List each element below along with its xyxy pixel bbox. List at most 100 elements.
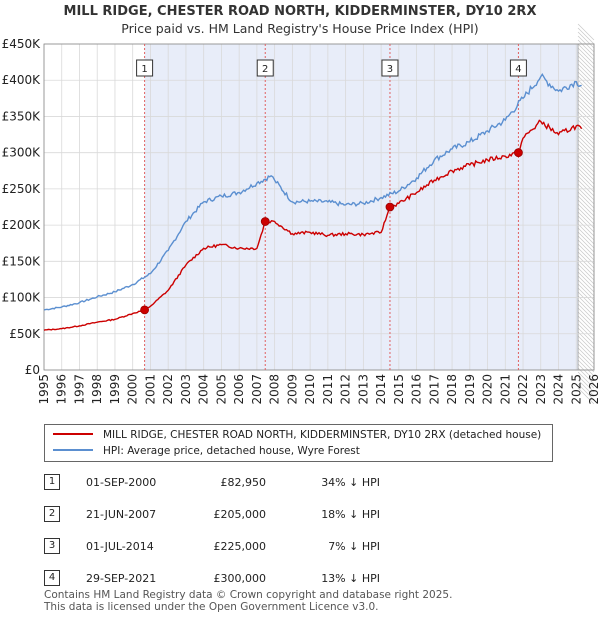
x-tick-label: 2020: [481, 374, 495, 405]
forecast-hatch-line: [577, 351, 595, 369]
legend-swatch-red: [53, 433, 93, 435]
forecast-hatch-line: [577, 327, 595, 345]
x-tick-label: 2013: [356, 374, 370, 405]
x-tick-label: 2002: [161, 374, 175, 405]
forecast-hatch-line: [577, 75, 595, 93]
forecast-hatch-line: [577, 119, 595, 137]
y-tick-label: £350K: [2, 109, 42, 123]
hpi-series-line: [43, 72, 582, 311]
forecast-hatch-line: [577, 63, 595, 81]
forecast-hatch-line: [577, 239, 595, 257]
x-tick-label: 2012: [339, 374, 353, 405]
forecast-hatch-line: [577, 127, 595, 145]
forecast-hatch-line: [577, 155, 595, 173]
x-tick-label: 2014: [374, 374, 388, 405]
chart-subtitle: Price paid vs. HM Land Registry's House …: [121, 21, 479, 36]
legend-label-hpi: HPI: Average price, detached house, Wyre…: [103, 445, 360, 457]
forecast-hatch-line: [577, 39, 595, 57]
forecast-hatch-line: [577, 163, 595, 181]
sale-marker-box: [509, 59, 527, 77]
forecast-hatch-line: [577, 271, 595, 289]
sale-marker-label: 3: [387, 64, 393, 75]
forecast-hatch-line: [577, 43, 595, 61]
x-tick-label: 2022: [516, 374, 530, 405]
sale-price-point: [140, 305, 149, 315]
forecast-hatch-line: [577, 175, 595, 193]
property-series-line: [43, 119, 583, 331]
forecast-hatch-line: [577, 287, 595, 305]
y-tick-label: £50K: [9, 327, 41, 341]
forecast-hatch-line: [577, 111, 595, 129]
transaction-price: £300,000: [213, 572, 267, 585]
transaction-number: 4: [44, 570, 60, 586]
forecast-hatch-line: [577, 299, 595, 317]
transaction-number: 2: [44, 506, 60, 522]
y-tick-label: £0: [25, 363, 40, 377]
transaction-price: £82,950: [220, 476, 267, 489]
x-tick-label: 2003: [179, 374, 193, 405]
forecast-hatch-line: [577, 379, 595, 397]
forecast-hatch-line: [577, 215, 595, 233]
forecast-hatch-line: [577, 363, 595, 381]
forecast-hatch-line: [577, 315, 595, 333]
forecast-hatch-line: [577, 371, 595, 389]
forecast-hatch-line: [577, 99, 595, 117]
chart-title: MILL RIDGE, CHESTER ROAD NORTH, KIDDERMI…: [63, 4, 537, 19]
forecast-hatch-line: [577, 27, 595, 45]
x-tick-label: 2010: [303, 374, 317, 405]
forecast-hatch-line: [577, 191, 595, 209]
forecast-hatch-line: [577, 107, 595, 125]
forecast-hatch-line: [577, 223, 595, 241]
forecast-hatch-line: [577, 91, 595, 109]
legend-swatch-blue: [53, 449, 93, 451]
forecast-hatch-line: [577, 95, 595, 113]
forecast-hatch-line: [577, 219, 595, 237]
transaction-date: 29-SEP-2021: [86, 572, 157, 585]
forecast-hatch-line: [577, 243, 595, 261]
forecast-hatch-line: [577, 179, 595, 197]
price-chart: £0 £50K £100K £150K £200K £250K £300K £350K £400…: [2, 23, 600, 405]
forecast-hatch-line: [577, 167, 595, 185]
y-tick-label: £100K: [2, 291, 42, 305]
plot-frame: [43, 43, 595, 371]
y-tick-label: £300K: [2, 146, 42, 160]
forecast-hatch-line: [577, 375, 595, 393]
forecast-hatch-line: [577, 387, 595, 405]
transaction-date: 01-SEP-2000: [86, 476, 157, 489]
footer-licence: This data is licensed under the Open Gov…: [44, 601, 379, 613]
y-tick-label: £400K: [2, 73, 42, 87]
forecast-hatch-line: [577, 343, 595, 361]
sale-price-point: [514, 148, 523, 158]
x-tick-label: 2008: [268, 374, 282, 405]
chart-legend: MILL RIDGE, CHESTER ROAD NORTH, KIDDERMI…: [44, 424, 553, 462]
x-tick-label: 1997: [72, 374, 86, 405]
transaction-number: 1: [44, 474, 60, 490]
forecast-hatch-line: [577, 251, 595, 269]
sale-marker-box: [136, 59, 154, 77]
forecast-hatch-line: [577, 87, 595, 105]
x-tick-label: 2026: [587, 374, 600, 405]
sale-price-point: [385, 202, 395, 212]
transaction-number: 3: [44, 538, 60, 554]
x-tick-label: 1996: [55, 374, 69, 405]
forecast-hatch-line: [577, 355, 595, 373]
y-tick-label: £200K: [2, 218, 42, 232]
x-tick-label: 2023: [534, 374, 548, 405]
x-tick-label: 2024: [552, 374, 566, 405]
transaction-date: 21-JUN-2007: [86, 508, 157, 521]
forecast-hatch-line: [577, 311, 595, 329]
x-tick-label: 2011: [321, 374, 335, 405]
ownership-period-shade: [144, 44, 266, 370]
forecast-hatch-line: [577, 67, 595, 85]
forecast-hatch-line: [577, 79, 595, 97]
forecast-hatch-line: [577, 159, 595, 177]
forecast-hatch-line: [577, 275, 595, 293]
ownership-period-shade: [518, 44, 579, 370]
forecast-hatch-line: [577, 23, 595, 41]
forecast-hatch-line: [577, 83, 595, 101]
forecast-hatch-line: [577, 139, 595, 157]
forecast-hatch-line: [577, 303, 595, 321]
x-tick-label: 2007: [250, 374, 264, 405]
forecast-hatch-line: [577, 295, 595, 313]
forecast-hatch-line: [577, 291, 595, 309]
